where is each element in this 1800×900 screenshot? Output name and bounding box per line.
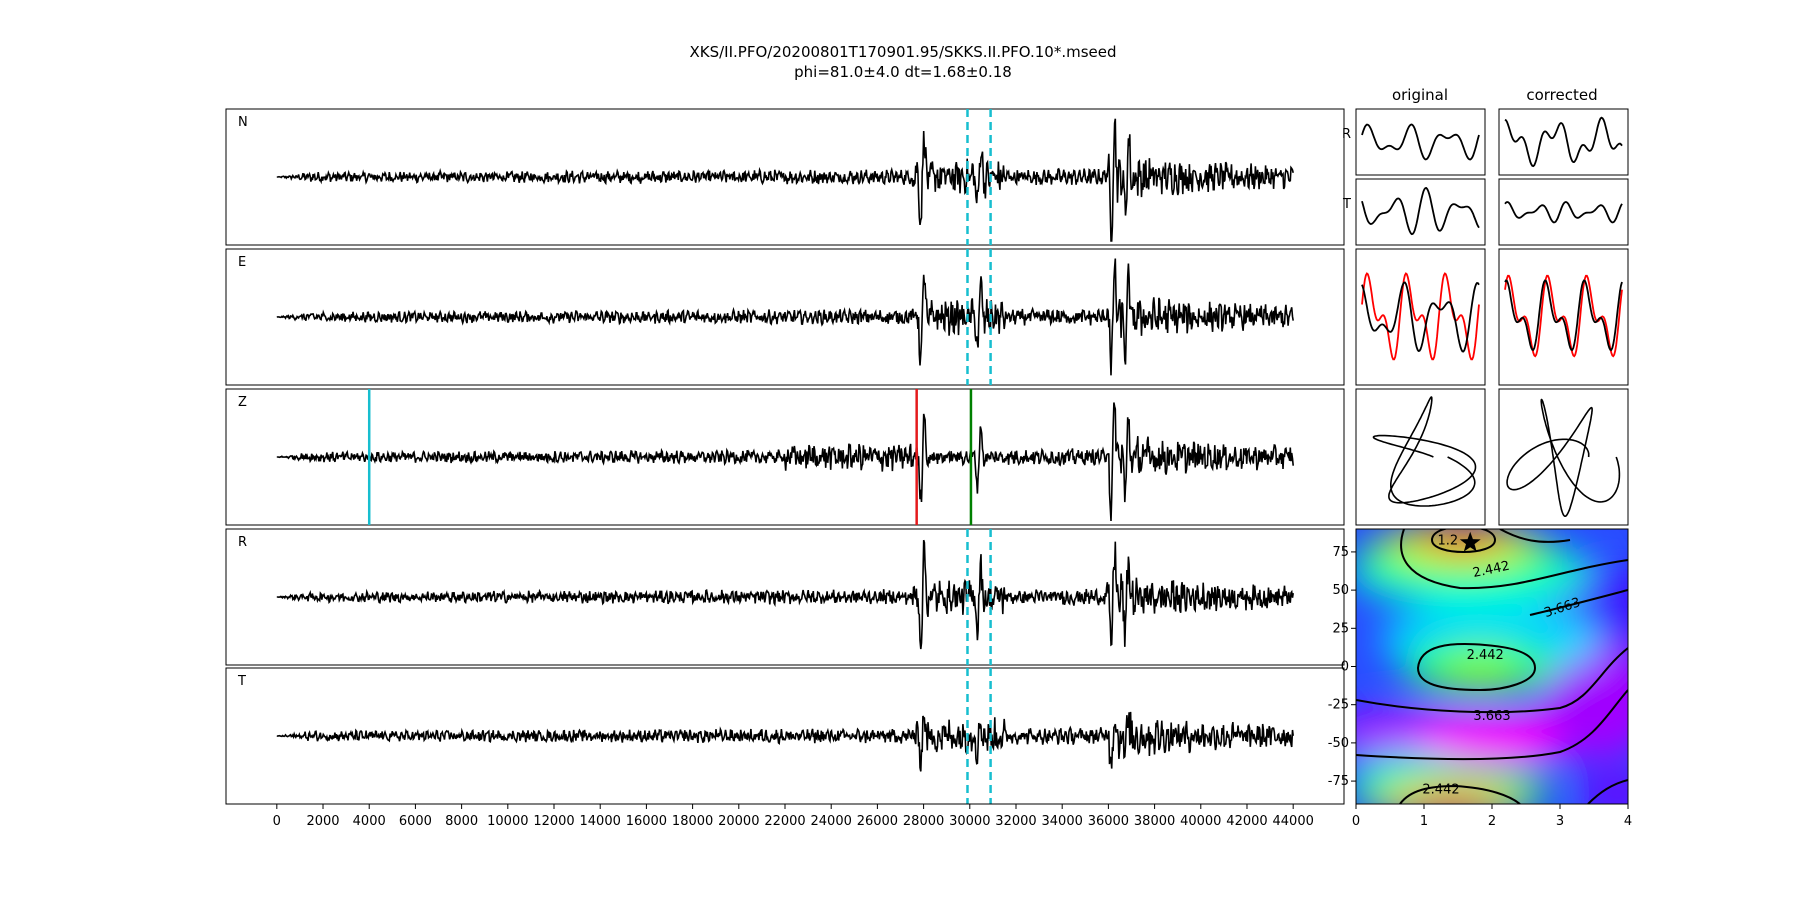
x-tick-label: 44000 [1273,814,1314,829]
trace-label-z: Z [238,395,247,410]
trace-panel-z: Z [225,388,1345,526]
waveform-markers [367,109,992,804]
column-title-corrected: corrected [1526,86,1597,104]
surface-x-tick-label: 1 [1420,814,1428,829]
row-label-t: T [1342,197,1351,212]
orig-overlay-black [1361,281,1480,353]
trace-line-z [276,402,1294,522]
waveform-x-axis: 0 2000 4000 6000 8000 10000 12000 14000 16000 180… [226,803,1344,829]
trace-panel-n: N [225,108,1345,246]
x-tick-label: 2000 [306,814,339,829]
surface-x-tick-label: 0 [1352,814,1360,829]
surface-y-tick-label: 75 [1332,545,1349,560]
surface-y-tick-label: 50 [1332,583,1349,598]
corr-t-wave [1504,201,1623,224]
orig-particle-motion [1372,396,1477,507]
x-tick-label: 4000 [353,814,386,829]
x-tick-label: 26000 [857,814,898,829]
contour-label: 2.442 [1422,782,1459,797]
corr-overlay-panel [1498,248,1629,386]
contour-label: 3.663 [1473,709,1510,724]
trace-line-r [276,539,1294,650]
corr-r-panel [1498,108,1629,176]
best-fit-star [1459,531,1481,552]
x-tick-label: 14000 [580,814,621,829]
trace-line-t [276,711,1294,772]
surface-y-tick-label: -75 [1328,774,1349,789]
surface-x-tick-label: 4 [1624,814,1632,829]
x-tick-label: 16000 [626,814,667,829]
corr-r-wave [1504,116,1623,168]
x-tick-label: 32000 [995,814,1036,829]
corr-overlay-black [1504,279,1623,351]
trace-label-r: R [238,535,247,550]
row-label-r: R [1342,127,1351,142]
surface-y-tick-label: 0 [1341,660,1349,675]
particle-motion-curves [1361,116,1623,517]
orig-overlay-panel [1355,248,1486,386]
x-tick-label: 42000 [1226,814,1267,829]
x-tick-label: 22000 [764,814,805,829]
orig-pm-panel [1355,388,1486,526]
waveform-panels: N E Z R T 0 2000 4000 6000 8000 10000 12000 140… [225,108,1345,829]
surface-y-tick-label: -25 [1328,698,1349,713]
x-tick-label: 0 [273,814,281,829]
error-surface-axes: 0 1 2 3 4 75 50 25 0 -25 -50 -75 [1328,545,1632,829]
surface-y-tick-label: -50 [1328,736,1349,751]
x-tick-label: 18000 [672,814,713,829]
corr-pm-panel [1498,388,1629,526]
orig-overlay-red [1361,272,1480,361]
x-tick-label: 24000 [811,814,852,829]
orig-r-wave [1361,123,1480,161]
orig-t-panel [1355,178,1486,246]
trace-label-t: T [237,674,246,689]
corr-t-panel [1498,178,1629,246]
orig-t-wave [1361,187,1480,236]
surface-x-tick-label: 2 [1488,814,1496,829]
x-tick-label: 12000 [533,814,574,829]
trace-panel-r: R [225,528,1345,666]
x-tick-label: 10000 [487,814,528,829]
x-tick-label: 8000 [445,814,478,829]
x-tick-label: 20000 [718,814,759,829]
x-tick-label: 40000 [1180,814,1221,829]
orig-r-panel [1355,108,1486,176]
trace-line-n [276,118,1294,242]
trace-label-n: N [238,115,248,130]
corr-particle-motion [1506,398,1621,517]
surface-y-tick-label: 25 [1332,621,1349,636]
trace-line-e [276,258,1294,376]
corr-overlay-red [1504,274,1623,358]
x-tick-label: 38000 [1134,814,1175,829]
column-title-original: original [1392,86,1448,104]
contour-label: 1.2 [1437,533,1458,548]
waveform-traces [276,118,1294,772]
particle-motion-panels: original corrected R T [1342,86,1629,526]
figure-title: XKS/II.PFO/20200801T170901.95/SKKS.II.PF… [689,43,1116,61]
trace-label-e: E [238,255,246,270]
x-tick-label: 28000 [903,814,944,829]
x-tick-label: 30000 [949,814,990,829]
figure-subtitle: phi=81.0±4.0 dt=1.68±0.18 [794,63,1012,81]
trace-panel-e: E [225,248,1345,386]
x-tick-label: 34000 [1042,814,1083,829]
x-tick-label: 36000 [1088,814,1129,829]
surface-x-tick-label: 3 [1556,814,1564,829]
contour-label: 2.442 [1467,648,1504,663]
x-tick-label: 6000 [399,814,432,829]
